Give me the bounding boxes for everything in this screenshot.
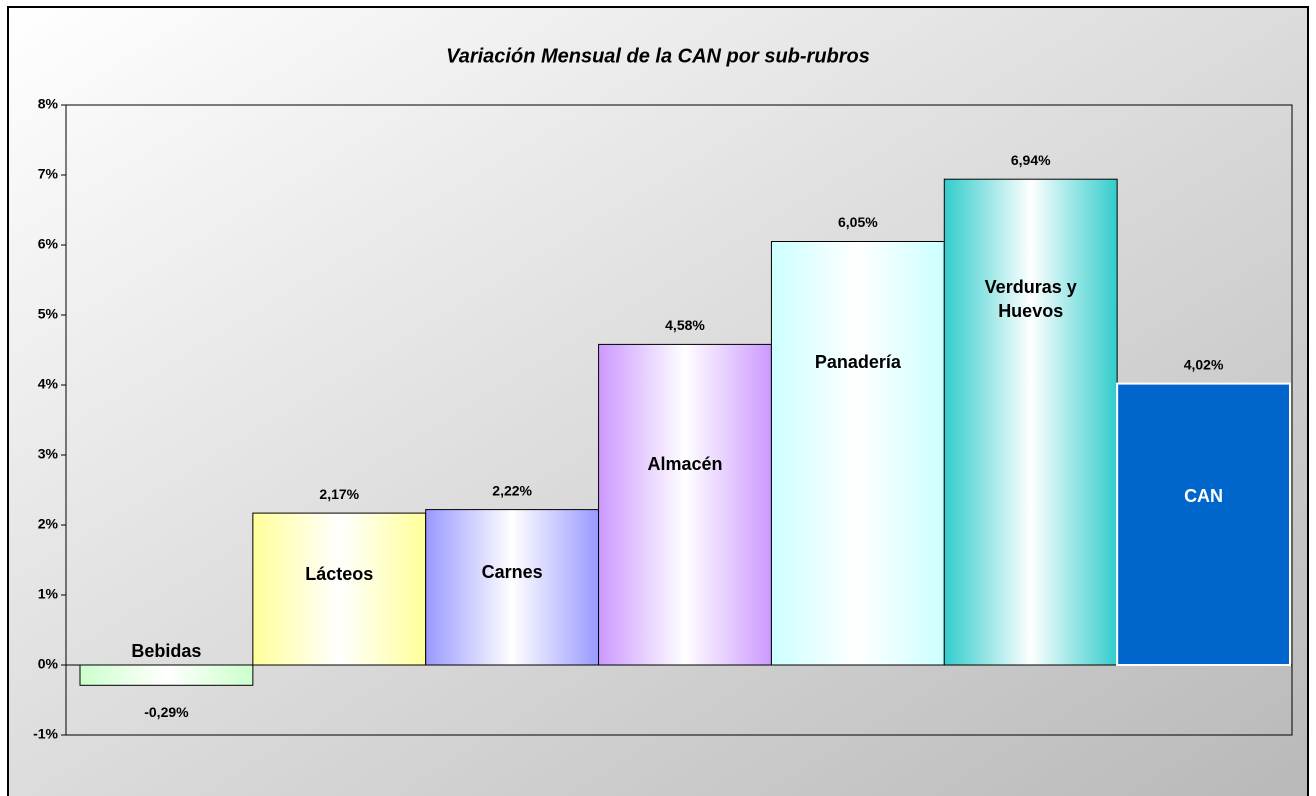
bar <box>252 512 427 666</box>
value-label: 6,05% <box>838 214 878 230</box>
value-label: 2,22% <box>492 482 532 498</box>
y-tick-label: 7% <box>38 166 59 182</box>
bar <box>943 178 1118 666</box>
bar <box>1116 382 1291 666</box>
value-label: 6,94% <box>1011 152 1051 168</box>
y-tick-label: 8% <box>38 96 59 112</box>
category-label: CAN <box>1184 486 1224 507</box>
bar <box>425 509 600 666</box>
value-label: -0,29% <box>144 704 189 720</box>
category-label: Bebidas <box>131 641 202 661</box>
value-label: 4,58% <box>665 317 705 333</box>
category-label: Lácteos <box>305 563 374 584</box>
value-label: 4,02% <box>1184 356 1224 372</box>
category-label: Verduras y Huevos <box>984 277 1077 322</box>
category-label: Panadería <box>814 351 901 372</box>
bar <box>598 343 772 666</box>
chart-title: Variación Mensual de la CAN por sub-rubr… <box>446 45 870 67</box>
y-tick-label: -1% <box>33 726 58 742</box>
y-tick-label: 5% <box>38 306 59 322</box>
value-label: 2,17% <box>319 486 359 502</box>
category-label: Almacén <box>647 454 723 475</box>
y-tick-label: 1% <box>38 586 59 602</box>
bar <box>79 664 254 686</box>
y-tick-label: 4% <box>38 376 59 392</box>
y-tick-label: 2% <box>38 516 59 532</box>
y-tick-label: 0% <box>38 656 59 672</box>
y-tick-label: 3% <box>38 446 59 462</box>
y-tick-label: 6% <box>38 236 59 252</box>
category-label: Carnes <box>481 561 543 582</box>
plot-area <box>65 104 1293 736</box>
bar <box>770 241 945 666</box>
